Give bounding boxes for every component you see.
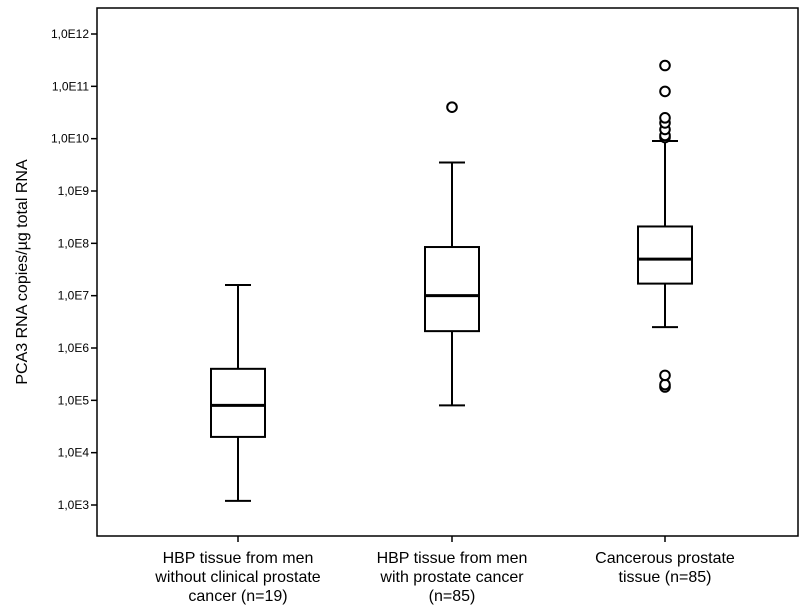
outlier-point: [659, 378, 671, 391]
category-label: Cancerous prostate: [595, 550, 735, 567]
y-tick-label: 1,0E12: [51, 27, 89, 41]
y-tick-label: 1,0E4: [58, 446, 90, 460]
labels: 1,0E3 1,0E4 1,0E5 1,0E6 1,0E7 1,0E8 1,0E9 1,0E1…: [14, 27, 735, 605]
plot-frame: [96, 7, 799, 537]
box-group: [637, 59, 693, 393]
outlier-point: [659, 85, 671, 98]
y-tick-label: 1,0E6: [58, 341, 90, 355]
iqr-box: [210, 367, 266, 438]
axes: [91, 7, 799, 542]
y-axis-title: PCA3 RNA copies/µg total RNA: [14, 159, 31, 385]
y-tick-label: 1,0E8: [58, 236, 90, 250]
outlier-point: [659, 112, 671, 124]
y-tick-label: 1,0E3: [58, 498, 90, 512]
y-tick-label: 1,0E9: [58, 184, 90, 198]
category-label: HBP tissue from men: [163, 550, 314, 567]
category-label: cancer (n=19): [188, 588, 287, 605]
box-group: [210, 283, 266, 502]
y-tick-label: 1,0E10: [51, 132, 89, 146]
category-label: without clinical prostate: [154, 569, 321, 586]
box-group: [424, 101, 480, 407]
category-label: (n=85): [429, 588, 476, 605]
outlier-point: [446, 101, 458, 113]
box-series: [210, 59, 693, 502]
outlier-point: [659, 59, 671, 72]
outlier-point: [659, 369, 671, 382]
category-label: tissue (n=85): [619, 569, 712, 586]
category-label: HBP tissue from men: [377, 550, 528, 567]
iqr-box: [424, 246, 480, 333]
y-tick-label: 1,0E11: [52, 79, 89, 93]
y-tick-label: 1,0E7: [58, 289, 90, 303]
iqr-box: [637, 225, 693, 285]
category-label: with prostate cancer: [379, 569, 524, 586]
y-tick-label: 1,0E5: [58, 393, 90, 407]
